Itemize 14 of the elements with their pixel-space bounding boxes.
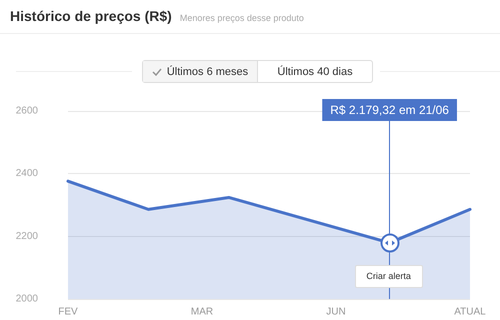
x-tick-label: JUN (326, 306, 346, 318)
x-tick-label: MAR (190, 306, 214, 318)
y-tick-label: 2400 (16, 168, 38, 180)
x-tick-label: FEV (58, 306, 78, 318)
annotation: R$ 2.179,32 em 21/06 (330, 103, 450, 117)
chart-subtitle: Menores preços desse produto (180, 13, 304, 23)
y-tick-label: 2200 (16, 230, 38, 242)
text: Últimos 6 meses (166, 66, 248, 78)
y-tick-label: 2600 (16, 106, 38, 116)
annotation: Criar alerta (366, 271, 411, 282)
y-tick-label: 2000 (16, 294, 38, 304)
x-tick-label: ATUAL (454, 306, 486, 318)
text: Últimos 40 dias (277, 66, 353, 78)
chart-title: Histórico de preços (R$) (10, 8, 172, 24)
